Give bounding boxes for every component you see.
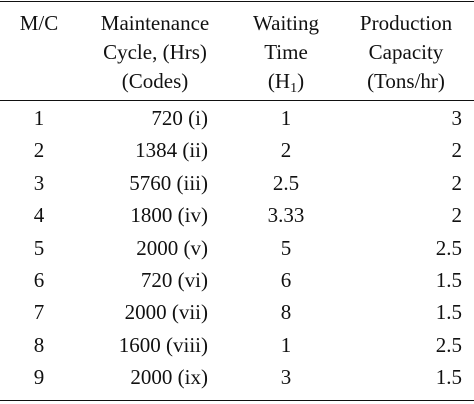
- cell-waiting-time: 2: [280, 138, 292, 162]
- cell-waiting-time: 1: [280, 333, 292, 357]
- header-maintenance-line-1: Maintenance: [100, 11, 210, 35]
- cell-waiting-time: 2.5: [272, 171, 300, 195]
- header-production-line-3: (Tons/hr): [367, 69, 445, 93]
- header-production-line-1: Production: [359, 11, 453, 35]
- cell-mc: 7: [33, 300, 45, 324]
- cell-maintenance-cycle: 2000 (vii): [124, 300, 208, 324]
- header-waiting-h-open: (H: [267, 69, 291, 93]
- header-waiting-h-subscript: 1: [290, 81, 298, 96]
- header-waiting-h-close: ): [297, 69, 305, 93]
- cell-production-capacity: 1.5: [435, 300, 462, 324]
- header-production-line-2: Capacity: [368, 40, 444, 64]
- header-maintenance-cycle: Maintenance Cycle, (Hrs) (Codes): [80, 9, 230, 96]
- cell-production-capacity: 1.5: [435, 268, 462, 292]
- cell-mc: 8: [33, 333, 45, 357]
- cell-production-capacity: 2.5: [435, 333, 462, 357]
- table-top-rule: [0, 1, 474, 2]
- cell-maintenance-cycle: 720 (vi): [140, 268, 208, 292]
- cell-mc: 9: [33, 365, 45, 389]
- header-waiting-line-1: Waiting: [253, 11, 319, 35]
- table-bottom-rule: [0, 400, 474, 401]
- cell-mc: 1: [33, 106, 45, 130]
- header-mc: M/C: [0, 9, 78, 38]
- table-header-rule: [0, 100, 474, 101]
- cell-waiting-time: 3.33: [267, 203, 305, 227]
- cell-production-capacity: 3: [451, 106, 463, 130]
- cell-waiting-time: 1: [280, 106, 292, 130]
- cell-maintenance-cycle: 1600 (viii): [118, 333, 208, 357]
- cell-mc: 6: [33, 268, 45, 292]
- cell-maintenance-cycle: 1800 (iv): [130, 203, 208, 227]
- cell-production-capacity: 2.5: [435, 236, 462, 260]
- cell-mc: 3: [33, 171, 45, 195]
- cell-waiting-time: 6: [280, 268, 292, 292]
- header-mc-line: M/C: [19, 11, 59, 35]
- cell-production-capacity: 1.5: [435, 365, 462, 389]
- header-waiting-time: Waiting Time (H1): [236, 9, 336, 96]
- cell-production-capacity: 2: [451, 203, 463, 227]
- header-production-capacity: Production Capacity (Tons/hr): [340, 9, 472, 96]
- cell-production-capacity: 2: [451, 138, 463, 162]
- cell-maintenance-cycle: 5760 (iii): [129, 171, 208, 195]
- header-maintenance-line-2: Cycle, (Hrs): [103, 40, 207, 64]
- cell-mc: 2: [33, 138, 45, 162]
- cell-waiting-time: 5: [280, 236, 292, 260]
- cell-maintenance-cycle: 2000 (v): [136, 236, 208, 260]
- cell-waiting-time: 3: [280, 365, 292, 389]
- cell-waiting-time: 8: [280, 300, 292, 324]
- header-waiting-line-2: Time: [264, 40, 308, 64]
- cell-maintenance-cycle: 1384 (ii): [135, 138, 208, 162]
- cell-mc: 5: [33, 236, 45, 260]
- cell-maintenance-cycle: 720 (i): [151, 106, 208, 130]
- header-waiting-line-3: (H1): [236, 67, 336, 96]
- cell-production-capacity: 2: [451, 171, 463, 195]
- header-maintenance-line-3: (Codes): [121, 69, 189, 93]
- cell-mc: 4: [33, 203, 45, 227]
- cell-maintenance-cycle: 2000 (ix): [130, 365, 208, 389]
